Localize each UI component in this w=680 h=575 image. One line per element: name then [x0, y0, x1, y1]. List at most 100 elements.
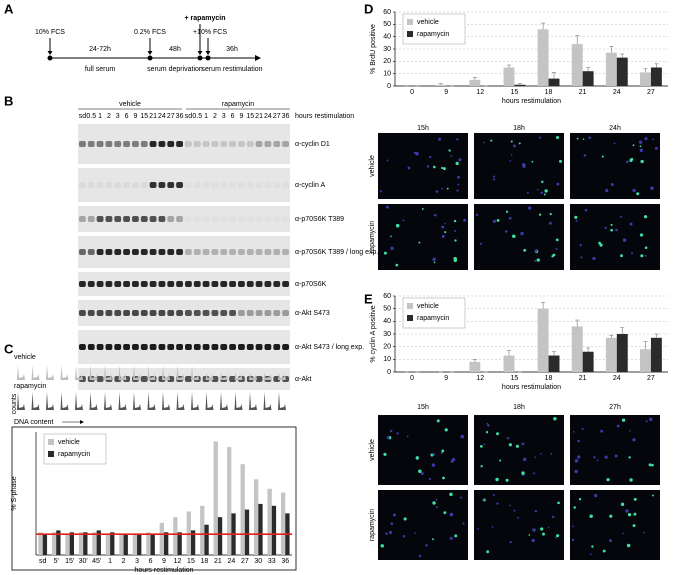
- x-tick-label: 21: [579, 375, 587, 382]
- cell: [652, 138, 655, 141]
- blot-background: [78, 168, 290, 202]
- panel-label: C: [4, 341, 14, 356]
- cell: [392, 513, 396, 517]
- cell: [510, 140, 513, 143]
- blot-band: [229, 249, 236, 255]
- cell: [632, 524, 636, 528]
- cell: [380, 544, 384, 548]
- cell: [495, 477, 499, 482]
- cell: [630, 157, 634, 161]
- bar: [240, 464, 245, 555]
- blot-band: [238, 249, 245, 255]
- lane-label: 1: [204, 113, 208, 120]
- cell: [574, 458, 579, 463]
- cell: [633, 512, 637, 516]
- bar: [146, 532, 151, 555]
- blot-band: [255, 310, 263, 316]
- micrograph-row: vehicle: [369, 439, 376, 461]
- blot-band: [167, 344, 175, 350]
- bar: [213, 441, 218, 555]
- lane-label: 2: [213, 113, 217, 120]
- cell: [442, 167, 446, 171]
- flow-histogram: [159, 365, 170, 380]
- blot-axis-label: hours restimulation: [295, 113, 354, 120]
- micrograph-column: 27h: [609, 404, 621, 411]
- blot-band: [149, 281, 157, 287]
- lane-label: 27: [167, 113, 175, 120]
- cell: [553, 416, 557, 421]
- blot-band: [132, 216, 139, 222]
- y-tick-label: 50: [383, 306, 391, 313]
- blot-band: [123, 182, 130, 188]
- blot-band: [282, 182, 289, 188]
- blot-band: [105, 182, 113, 188]
- blot-band: [212, 182, 219, 188]
- flow-histogram: [144, 392, 156, 410]
- blot-band: [132, 141, 139, 147]
- blot-band: [149, 216, 157, 222]
- blot-band: [140, 249, 148, 255]
- blot-band: [282, 141, 289, 147]
- blot-band: [238, 344, 245, 350]
- cell: [402, 534, 406, 538]
- blot-band: [123, 344, 130, 350]
- cell: [523, 248, 527, 252]
- blot-band: [140, 344, 148, 350]
- cell: [622, 238, 627, 242]
- cell: [628, 430, 631, 432]
- blot-band: [87, 344, 95, 350]
- cell: [609, 514, 613, 518]
- blot-band: [220, 249, 228, 255]
- bar: [582, 351, 594, 372]
- micrograph: [378, 133, 468, 199]
- micrograph-column: 15h: [417, 125, 429, 132]
- blot-band: [193, 141, 201, 147]
- cell: [395, 223, 400, 228]
- bar: [548, 355, 560, 372]
- cell: [582, 138, 585, 140]
- cell: [460, 496, 463, 499]
- bar: [190, 530, 196, 555]
- x-tick-label: 27: [241, 558, 249, 565]
- cell: [395, 263, 399, 267]
- blot-band: [194, 216, 201, 222]
- flow-histogram: [57, 392, 69, 410]
- cell: [432, 453, 436, 456]
- blot-band: [176, 216, 183, 222]
- cell: [449, 492, 453, 497]
- y-axis-label: % cyclin A positive: [370, 305, 377, 362]
- blot-background: [78, 124, 290, 164]
- lane-label: sd: [79, 113, 87, 120]
- blot-background: [78, 206, 290, 232]
- cell: [496, 218, 500, 222]
- bar: [435, 84, 447, 86]
- blot-band: [79, 249, 86, 255]
- blot-band: [185, 376, 192, 382]
- cell: [573, 506, 576, 509]
- x-tick-label: 0: [410, 375, 414, 382]
- micrograph-column: 15h: [417, 404, 429, 411]
- blot-band: [220, 281, 228, 287]
- cell: [555, 135, 560, 140]
- cell: [538, 213, 542, 216]
- cell: [508, 216, 512, 220]
- cell: [636, 192, 640, 196]
- cell: [446, 187, 449, 190]
- cell: [390, 235, 392, 238]
- cell: [640, 254, 644, 258]
- bar: [123, 534, 128, 555]
- x-tick-label: 21: [214, 558, 222, 565]
- cell: [383, 251, 387, 255]
- bar: [164, 532, 169, 555]
- blot-background: [78, 272, 290, 296]
- cell: [458, 158, 462, 162]
- cell: [575, 219, 578, 222]
- cell: [433, 213, 437, 217]
- duration: 24-72h: [89, 46, 111, 53]
- blot-band: [132, 182, 139, 188]
- cell: [386, 159, 389, 162]
- cell: [456, 138, 459, 141]
- blot-band: [87, 182, 95, 188]
- x-tick-label: sd: [39, 558, 47, 565]
- lane-label: 21: [255, 113, 263, 120]
